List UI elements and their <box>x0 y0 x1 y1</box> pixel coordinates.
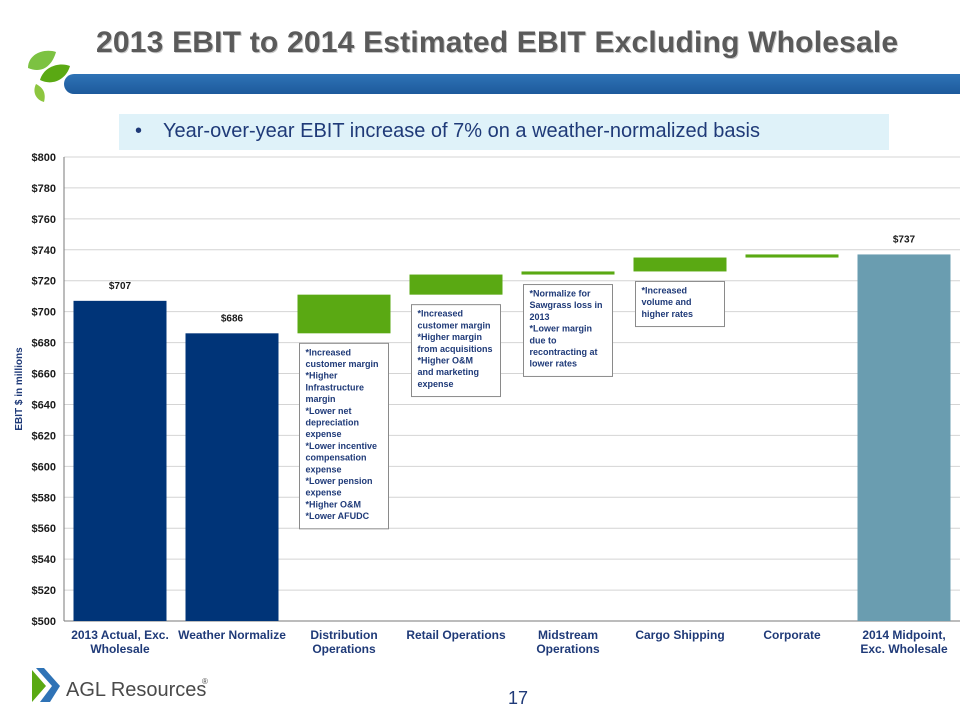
x-tick-label: 2014 Midpoint, Exc. Wholesale <box>860 628 948 656</box>
bar-delta <box>521 271 615 275</box>
annotation-box <box>635 280 725 328</box>
annotation-box <box>411 304 501 398</box>
annotation-text: *Increased volume and higher rates <box>642 285 694 318</box>
bullet-box: • Year-over-year EBIT increase of 7% on … <box>119 114 889 150</box>
slide-title: 2013 EBIT to 2014 Estimated EBIT Excludi… <box>96 26 899 59</box>
annotation-text: *Normalize for Sawgrass loss in 2013 *Lower… <box>530 289 603 369</box>
y-tick-label: $780 <box>32 183 56 195</box>
bar-total <box>185 333 279 621</box>
bar-delta <box>745 254 839 258</box>
annotation-text: *Increased customer margin *Higher margin f… <box>418 309 493 389</box>
page-number: 17 <box>507 688 529 708</box>
agl-logo-mark-icon <box>32 670 46 702</box>
x-tick-label: Weather Normalize <box>178 628 286 642</box>
y-tick-label: $580 <box>32 492 56 504</box>
bar-delta <box>297 294 391 334</box>
y-tick-label: $800 <box>32 152 56 164</box>
y-tick-label: $500 <box>32 616 56 628</box>
x-tick-label: Corporate <box>763 628 821 642</box>
y-tick-label: $640 <box>32 399 56 411</box>
bullet-text: Year-over-year EBIT increase of 7% on a … <box>163 120 760 142</box>
y-tick-label: $660 <box>32 369 56 381</box>
logo-text: AGL Resources <box>66 679 206 701</box>
y-tick-label: $740 <box>32 245 56 257</box>
bar-delta <box>633 257 727 272</box>
y-tick-label: $680 <box>32 338 56 350</box>
y-tick-label: $540 <box>32 554 56 566</box>
y-tick-label: $760 <box>32 214 56 226</box>
svg-text:®: ® <box>202 677 208 686</box>
bar-final <box>857 254 951 621</box>
header-band <box>64 74 960 94</box>
agl-resources-logo: AGL Resources ® <box>32 668 208 702</box>
waterfall-chart: $500 $520 $540 $560 $580 $600 $620 $640 $660 $680… <box>14 152 960 656</box>
x-tick-label: Cargo Shipping <box>635 628 724 642</box>
bar-delta <box>409 274 503 295</box>
x-tick-label: 2013 Actual, Exc. Wholesale <box>71 628 169 656</box>
x-tick-label: Retail Operations <box>406 628 506 642</box>
x-tick-label: Midstream Operations <box>536 628 600 656</box>
y-tick-label: $620 <box>32 430 56 442</box>
annotation-box <box>299 342 389 530</box>
annotation-text: *Increased customer margin *Higher Infrastr… <box>306 347 379 521</box>
annotation-box <box>523 284 613 377</box>
y-tick-label: $720 <box>32 276 56 288</box>
data-label: $707 <box>109 281 132 292</box>
y-tick-label: $560 <box>32 523 56 535</box>
y-tick-label: $600 <box>32 461 56 473</box>
y-tick-label: $700 <box>32 307 56 319</box>
bar-total <box>73 300 167 621</box>
x-tick-label: Distribution Operations <box>310 628 377 656</box>
data-label: $686 <box>221 313 244 324</box>
y-axis-label: EBIT $ in millions <box>14 347 25 431</box>
leaf-logo-icon <box>28 50 70 102</box>
data-label: $737 <box>893 234 916 245</box>
y-tick-label: $520 <box>32 585 56 597</box>
bullet-dot-icon: • <box>135 120 143 142</box>
